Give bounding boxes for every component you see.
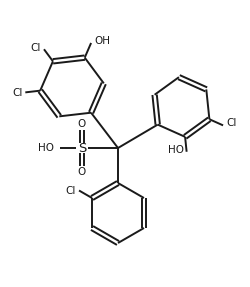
Text: HO: HO [167,145,183,155]
Text: S: S [78,141,86,154]
Text: O: O [78,167,86,177]
Text: Cl: Cl [66,187,76,197]
Text: Cl: Cl [30,43,41,53]
Text: O: O [78,119,86,129]
Text: OH: OH [94,36,110,46]
Text: HO: HO [38,143,54,153]
Text: Cl: Cl [12,88,22,98]
Text: Cl: Cl [225,118,235,128]
